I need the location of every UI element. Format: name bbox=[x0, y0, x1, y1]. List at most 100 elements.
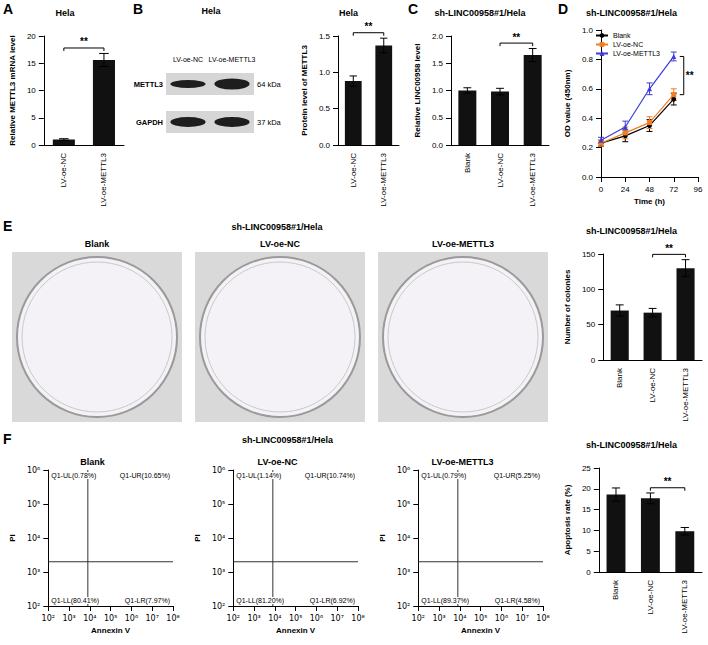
svg-text:10²: 10² bbox=[397, 602, 410, 611]
svg-text:Time (h): Time (h) bbox=[634, 197, 665, 206]
svg-text:Blank: Blank bbox=[611, 579, 620, 600]
svg-text:10⁴: 10⁴ bbox=[27, 534, 40, 543]
svg-text:10⁵: 10⁵ bbox=[474, 614, 487, 623]
svg-text:Q1-LR(7.97%): Q1-LR(7.97%) bbox=[125, 597, 170, 605]
svg-text:10⁵: 10⁵ bbox=[212, 500, 225, 509]
svg-text:Hela: Hela bbox=[339, 8, 359, 18]
svg-text:10²: 10² bbox=[227, 614, 240, 623]
svg-text:10⁴: 10⁴ bbox=[212, 534, 225, 543]
svg-text:LV-oe-METTL3: LV-oe-METTL3 bbox=[209, 56, 256, 63]
svg-text:10⁵: 10⁵ bbox=[104, 614, 117, 623]
svg-text:1.5: 1.5 bbox=[432, 59, 444, 68]
svg-text:10⁶: 10⁶ bbox=[495, 614, 508, 623]
svg-text:10⁴: 10⁴ bbox=[397, 534, 410, 543]
svg-text:50: 50 bbox=[586, 320, 595, 329]
svg-text:10³: 10³ bbox=[212, 568, 225, 577]
svg-text:10⁵: 10⁵ bbox=[397, 500, 410, 509]
svg-text:METTL3: METTL3 bbox=[134, 80, 163, 89]
svg-text:LV-oe-METTL3: LV-oe-METTL3 bbox=[613, 50, 660, 57]
svg-text:GAPDH: GAPDH bbox=[136, 118, 163, 127]
svg-text:1.5: 1.5 bbox=[319, 32, 331, 41]
svg-text:24: 24 bbox=[621, 185, 630, 194]
svg-text:0.0: 0.0 bbox=[432, 141, 444, 150]
svg-text:2.0: 2.0 bbox=[432, 32, 444, 41]
svg-text:10⁸: 10⁸ bbox=[536, 614, 549, 623]
svg-text:LV-oe-NC: LV-oe-NC bbox=[59, 153, 68, 188]
svg-text:10³: 10³ bbox=[247, 614, 260, 623]
svg-text:Hela: Hela bbox=[201, 6, 221, 16]
svg-text:10⁶: 10⁶ bbox=[397, 466, 410, 475]
svg-text:10²: 10² bbox=[412, 614, 425, 623]
svg-text:64 kDa: 64 kDa bbox=[257, 80, 282, 89]
svg-text:10³: 10³ bbox=[397, 568, 410, 577]
svg-text:10: 10 bbox=[27, 86, 36, 95]
svg-text:0.4: 0.4 bbox=[582, 114, 594, 123]
svg-text:**: ** bbox=[80, 36, 88, 47]
svg-text:20: 20 bbox=[27, 32, 36, 41]
svg-text:Annexin V: Annexin V bbox=[276, 626, 316, 635]
svg-text:10⁷: 10⁷ bbox=[516, 614, 529, 623]
svg-text:72: 72 bbox=[669, 185, 678, 194]
svg-text:LV-oe-METTL3: LV-oe-METTL3 bbox=[432, 457, 494, 467]
svg-text:10²: 10² bbox=[212, 602, 225, 611]
svg-text:sh-LINC00958#1/Hela: sh-LINC00958#1/Hela bbox=[586, 226, 678, 236]
svg-text:10²: 10² bbox=[27, 602, 40, 611]
svg-text:**: ** bbox=[512, 32, 520, 43]
svg-text:LV-oe-NC: LV-oe-NC bbox=[258, 457, 298, 467]
svg-text:LV-oe-NC: LV-oe-NC bbox=[496, 153, 505, 188]
svg-text:Apoptosis rate (%): Apoptosis rate (%) bbox=[563, 484, 572, 555]
svg-text:10⁴: 10⁴ bbox=[268, 614, 281, 623]
svg-text:0.0: 0.0 bbox=[582, 173, 594, 182]
svg-text:LV-oe-NC: LV-oe-NC bbox=[173, 56, 203, 63]
svg-text:10⁵: 10⁵ bbox=[289, 614, 302, 623]
svg-text:10²: 10² bbox=[42, 614, 55, 623]
svg-text:Blank: Blank bbox=[85, 239, 111, 249]
svg-text:10⁴: 10⁴ bbox=[453, 614, 466, 623]
svg-text:0: 0 bbox=[599, 185, 604, 194]
svg-text:**: ** bbox=[665, 243, 673, 254]
svg-text:PI: PI bbox=[8, 534, 17, 542]
svg-text:PI: PI bbox=[378, 534, 387, 542]
svg-text:Annexin V: Annexin V bbox=[461, 626, 501, 635]
svg-text:LV-oe-NC: LV-oe-NC bbox=[349, 153, 358, 188]
svg-text:15: 15 bbox=[582, 505, 591, 514]
svg-text:10⁴: 10⁴ bbox=[83, 614, 96, 623]
svg-text:LV-oe-METTL3: LV-oe-METTL3 bbox=[379, 152, 388, 206]
svg-text:Protein level of METTL3: Protein level of METTL3 bbox=[300, 45, 309, 136]
svg-text:**: ** bbox=[664, 476, 672, 487]
svg-text:25: 25 bbox=[582, 464, 591, 473]
svg-text:sh-LINC00958#1/Hela: sh-LINC00958#1/Hela bbox=[434, 8, 526, 18]
svg-text:10⁷: 10⁷ bbox=[146, 614, 159, 623]
svg-text:Relative METTL3 mRNA level: Relative METTL3 mRNA level bbox=[8, 35, 17, 145]
svg-text:LV-oe-METTL3: LV-oe-METTL3 bbox=[99, 152, 108, 206]
svg-text:0: 0 bbox=[31, 141, 36, 150]
svg-text:1.0: 1.0 bbox=[582, 26, 594, 35]
svg-text:10⁸: 10⁸ bbox=[351, 614, 364, 623]
svg-text:Annexin V: Annexin V bbox=[91, 626, 131, 635]
svg-text:**: ** bbox=[365, 21, 373, 32]
svg-text:10³: 10³ bbox=[27, 568, 40, 577]
svg-text:Hela: Hela bbox=[55, 8, 75, 18]
svg-text:LV-oe-METTL3: LV-oe-METTL3 bbox=[528, 152, 537, 206]
svg-text:Q1-UL(0.78%): Q1-UL(0.78%) bbox=[51, 472, 96, 480]
svg-text:Q1-LR(6.92%): Q1-LR(6.92%) bbox=[310, 597, 355, 605]
svg-text:100: 100 bbox=[582, 285, 596, 294]
svg-text:Number of colonies: Number of colonies bbox=[563, 269, 572, 344]
svg-text:Q1-LL(80.41%): Q1-LL(80.41%) bbox=[51, 597, 99, 605]
svg-text:0.8: 0.8 bbox=[582, 55, 594, 64]
svg-text:10³: 10³ bbox=[432, 614, 445, 623]
svg-text:10⁶: 10⁶ bbox=[125, 614, 138, 623]
svg-text:LV-oe-METTL3: LV-oe-METTL3 bbox=[681, 367, 690, 421]
svg-text:0: 0 bbox=[591, 356, 596, 365]
svg-text:10⁵: 10⁵ bbox=[27, 500, 40, 509]
svg-text:5: 5 bbox=[31, 113, 36, 122]
svg-text:10⁶: 10⁶ bbox=[310, 614, 323, 623]
svg-text:10⁷: 10⁷ bbox=[331, 614, 344, 623]
svg-text:sh-LINC00958#1/Hela: sh-LINC00958#1/Hela bbox=[586, 440, 678, 450]
svg-text:Relative LINC00958 level: Relative LINC00958 level bbox=[413, 44, 422, 138]
svg-text:10⁸: 10⁸ bbox=[166, 614, 179, 623]
svg-text:sh-LINC00958#1/Hela: sh-LINC00958#1/Hela bbox=[231, 222, 323, 232]
svg-text:1.0: 1.0 bbox=[319, 68, 331, 77]
svg-text:0.5: 0.5 bbox=[319, 104, 331, 113]
svg-text:15: 15 bbox=[27, 59, 36, 68]
